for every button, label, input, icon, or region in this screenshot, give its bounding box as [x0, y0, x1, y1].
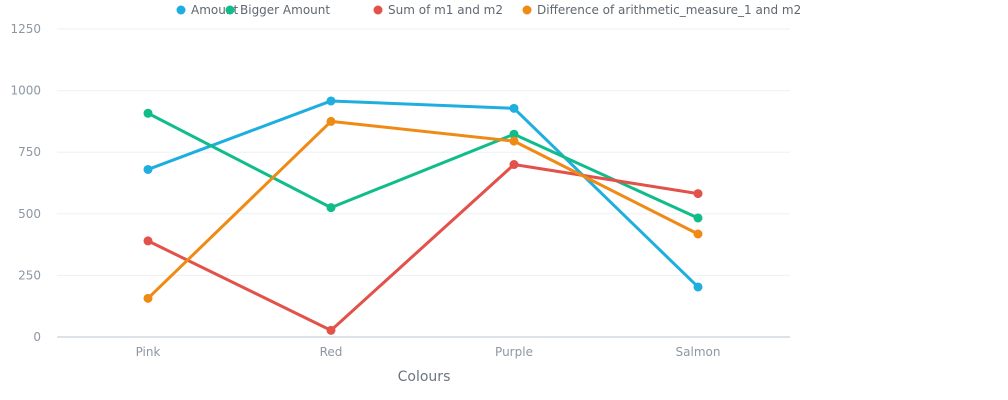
series-3	[143, 116, 703, 303]
data-point[interactable]	[143, 236, 153, 246]
y-tick-label: 1000	[10, 84, 41, 98]
data-point[interactable]	[326, 116, 336, 126]
x-tick-label: Red	[320, 345, 343, 359]
data-point[interactable]	[509, 129, 519, 139]
series-line	[146, 99, 700, 289]
x-tick-label: Pink	[136, 345, 161, 359]
legend-item[interactable]: Bigger Amount	[225, 3, 331, 17]
data-point[interactable]	[326, 325, 336, 335]
legend-marker	[225, 5, 235, 15]
y-tick-label: 250	[18, 268, 41, 282]
y-tick-label: 0	[33, 330, 41, 344]
legend-marker	[522, 5, 532, 15]
data-point[interactable]	[143, 108, 153, 118]
data-point[interactable]	[326, 96, 336, 106]
data-point[interactable]	[693, 229, 703, 239]
series-lines	[143, 96, 703, 335]
x-axis-ticks: Pink Red Purple Salmon	[136, 345, 721, 359]
series-line	[146, 119, 700, 300]
data-point[interactable]	[509, 160, 519, 170]
series-line	[146, 111, 700, 220]
series-line	[146, 163, 700, 332]
data-point[interactable]	[693, 213, 703, 223]
legend-label: Sum of m1 and m2	[388, 3, 503, 17]
legend-label: Difference of arithmetic_measure_1 and m…	[537, 3, 801, 17]
x-tick-label: Salmon	[676, 345, 721, 359]
series-2	[143, 160, 703, 335]
data-point[interactable]	[509, 136, 519, 146]
data-point[interactable]	[143, 293, 153, 303]
data-point[interactable]	[326, 203, 336, 213]
y-tick-label: 500	[18, 207, 41, 221]
legend-item[interactable]: Amount	[176, 3, 239, 17]
y-tick-label: 750	[18, 145, 41, 159]
legend-item[interactable]: Difference of arithmetic_measure_1 and m…	[522, 3, 802, 17]
legend-marker	[373, 5, 383, 15]
legend-marker	[176, 5, 186, 15]
data-point[interactable]	[509, 103, 519, 113]
data-point[interactable]	[693, 282, 703, 292]
legend-label: Bigger Amount	[240, 3, 330, 17]
series-1	[143, 108, 703, 223]
legend: Amount Bigger Amount Sum of m1 and m2 Diffe…	[176, 3, 802, 17]
grid-lines	[57, 28, 790, 276]
series-0	[143, 96, 703, 292]
y-axis-ticks: 0 250 500 750 1000 1250	[10, 22, 41, 344]
data-point[interactable]	[143, 164, 153, 174]
x-axis-title: Colours	[398, 369, 451, 385]
x-tick-label: Purple	[495, 345, 533, 359]
y-tick-label: 1250	[10, 22, 41, 36]
legend-item[interactable]: Sum of m1 and m2	[373, 3, 503, 17]
data-point[interactable]	[693, 189, 703, 199]
legend-label: Amount	[191, 3, 238, 17]
